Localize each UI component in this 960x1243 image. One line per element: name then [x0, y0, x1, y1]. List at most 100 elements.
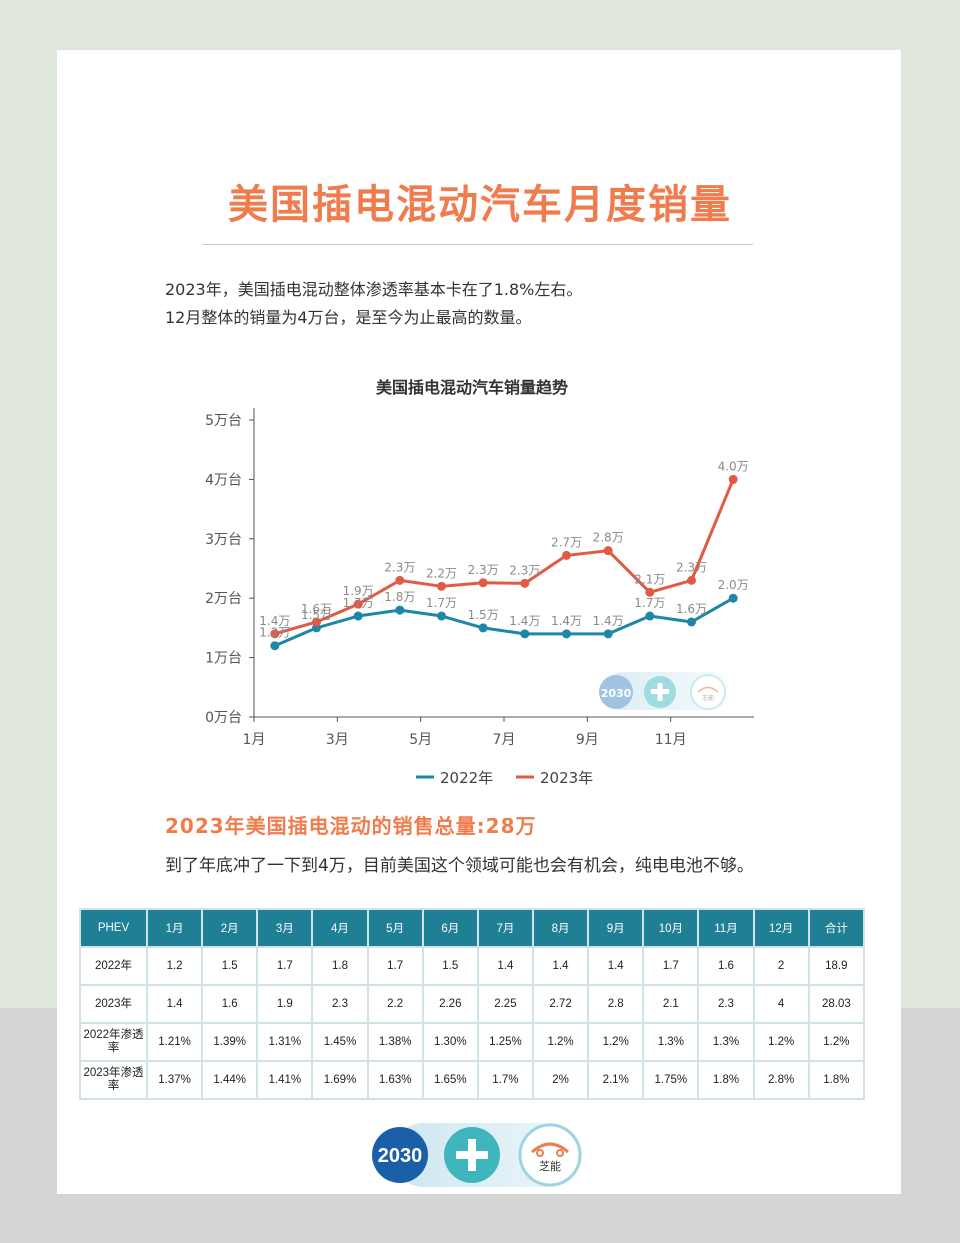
table-header-cell: 11月 — [697, 908, 755, 948]
data-label: 2.3万 — [676, 560, 707, 574]
data-point — [645, 587, 655, 597]
data-point — [687, 575, 696, 585]
table-cell: 18.9 — [807, 946, 866, 986]
table-cell: 1.63% — [366, 1060, 424, 1100]
table-header-cell: 7月 — [476, 908, 534, 948]
data-point — [728, 474, 738, 484]
table-cell: 1.5 — [201, 946, 259, 986]
table-cell: 1.4 — [145, 984, 204, 1024]
table-row: 2023年渗透率 1.37% 1.44% 1.41% 1.69% 1.63% 1.65% 1.… — [79, 1060, 866, 1100]
table-cell: 2% — [531, 1060, 590, 1100]
y-tick-label: 2万台 — [205, 591, 242, 607]
data-label: 1.6万 — [301, 602, 332, 616]
data-label: 2.7万 — [551, 535, 582, 549]
data-point — [353, 599, 363, 609]
table-header-cell: 12月 — [752, 908, 810, 948]
table-cell: 1.2% — [807, 1022, 866, 1062]
table-cell: 1.3% — [642, 1022, 700, 1062]
sales-trend-chart: 美国插电混动汽车销量趋势 0万台 1万台 2万台 3万台 4万台 5万台 1月 3月 5月 7月 9… — [205, 378, 754, 787]
logo-zhineng-text: 芝能 — [539, 1159, 561, 1173]
table-cell: 2.3 — [311, 984, 369, 1024]
chart-axes: 0万台 1万台 2万台 3万台 4万台 5万台 1月 3月 5月 7月 9月 11月 — [205, 408, 754, 748]
y-tick-label: 1万台 — [205, 651, 242, 667]
chart-legend: 2022年 2023年 — [416, 769, 593, 787]
x-tick-label: 3月 — [326, 732, 349, 748]
table-row-label: 2023年渗透率 — [79, 1060, 148, 1100]
table-cell: 1.8% — [807, 1060, 866, 1100]
data-point — [520, 578, 530, 588]
data-label: 4.0万 — [718, 459, 749, 473]
data-point — [520, 629, 530, 639]
data-point — [645, 611, 655, 621]
table-header-cell: 10月 — [642, 908, 700, 948]
table-cell: 1.9 — [256, 984, 314, 1024]
table-cell: 1.4 — [476, 946, 534, 986]
chart-series — [270, 474, 738, 651]
data-point — [395, 575, 405, 585]
table-header-cell: 5月 — [366, 908, 424, 948]
data-label: 2.3万 — [468, 563, 499, 577]
table-header-cell: 合计 — [807, 908, 866, 948]
table-cell: 1.44% — [201, 1060, 259, 1100]
table-header-cell: 3月 — [256, 908, 314, 948]
table-header-cell: 9月 — [587, 908, 645, 948]
y-tick-label: 4万台 — [205, 472, 242, 488]
table-cell: 4 — [752, 984, 810, 1024]
data-point — [478, 623, 488, 633]
table-cell: 1.2% — [531, 1022, 590, 1062]
table-cell: 2.1 — [642, 984, 700, 1024]
data-label: 1.9万 — [343, 584, 374, 598]
data-label: 1.6万 — [676, 602, 707, 616]
data-point — [395, 605, 405, 615]
y-tick-label: 3万台 — [205, 532, 242, 548]
table-cell: 2.26 — [421, 984, 479, 1024]
data-label: 2.3万 — [384, 560, 415, 574]
table-row-label: 2022年渗透率 — [79, 1022, 148, 1062]
table-cell: 1.7 — [366, 946, 424, 986]
table-cell: 1.21% — [145, 1022, 204, 1062]
table-cell: 1.69% — [311, 1060, 369, 1100]
table-cell: 1.4 — [531, 946, 590, 986]
data-label: 1.4万 — [259, 614, 290, 628]
data-label: 2.3万 — [509, 563, 540, 577]
table-header-row: PHEV 1月 2月 3月 4月 5月 6月 7月 8月 9月 10月 11月 12月 合计 — [79, 908, 866, 948]
x-tick-label: 5月 — [409, 732, 432, 748]
table-row-label: 2022年 — [79, 946, 148, 986]
data-label: 1.5万 — [468, 608, 499, 622]
watermark-2030-text: 2030 — [601, 687, 632, 700]
data-label: 1.7万 — [426, 596, 457, 610]
table-header-cell: 4月 — [311, 908, 369, 948]
data-label: 1.8万 — [384, 590, 415, 604]
table-header-cell: 1月 — [145, 908, 204, 948]
data-point — [728, 593, 738, 603]
table-row: 2022年渗透率 1.21% 1.39% 1.31% 1.45% 1.38% 1.30% 1.… — [79, 1022, 866, 1062]
series-line-2022年 — [274, 596, 734, 648]
x-tick-label: 7月 — [493, 732, 516, 748]
data-label: 1.4万 — [593, 614, 624, 628]
watermark-zhineng-text: 芝能 — [702, 694, 714, 702]
data-point — [353, 611, 363, 621]
x-tick-label: 11月 — [655, 732, 687, 748]
series-line-2023年 — [274, 478, 735, 636]
logo-2030-text: 2030 — [378, 1145, 423, 1167]
data-point — [312, 617, 321, 627]
table-header-cell: 6月 — [421, 908, 479, 948]
x-tick-label: 9月 — [576, 732, 599, 748]
table-cell: 1.2 — [145, 946, 204, 986]
data-label: 1.2万 — [259, 626, 290, 640]
table-cell: 1.8% — [697, 1060, 755, 1100]
table-cell: 28.03 — [807, 984, 866, 1024]
table-cell: 1.3% — [697, 1022, 755, 1062]
monthly-sales-table: PHEV 1月 2月 3月 4月 5月 6月 7月 8月 9月 10月 11月 12月 合计 2022年 1… — [79, 908, 866, 1100]
data-point — [603, 629, 613, 639]
table-cell: 1.39% — [201, 1022, 259, 1062]
data-point — [270, 641, 280, 651]
data-label: 2.2万 — [426, 566, 457, 580]
x-tick-label: 1月 — [243, 732, 266, 748]
data-point — [687, 617, 696, 627]
data-label: 1.4万 — [509, 614, 540, 628]
table-cell: 1.4 — [587, 946, 645, 986]
summary-note: 到了年底冲了一下到4万，目前美国这个领域可能也会有机会，纯电电池不够。 — [165, 856, 754, 876]
chart-watermark-logo: 2030 芝能 — [599, 672, 729, 710]
title-divider — [203, 244, 753, 245]
